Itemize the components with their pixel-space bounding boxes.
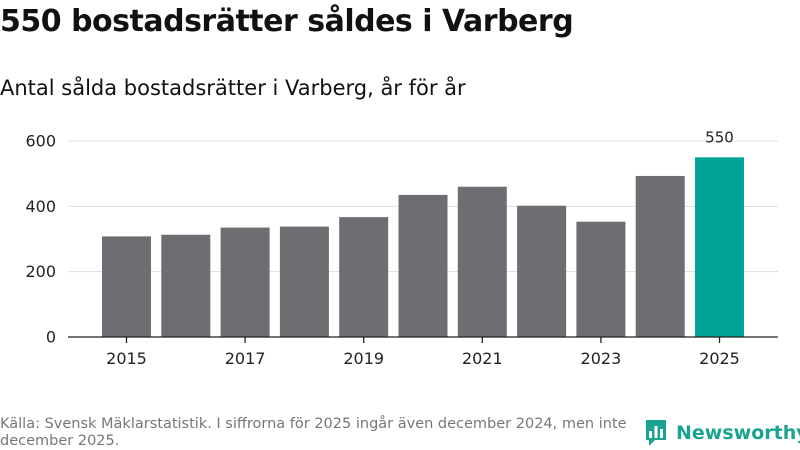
x-tick-label-2021: 2021 [462,349,503,368]
y-tick-label-200: 200 [25,262,56,281]
chart-title: 550 bostadsrätter såldes i Varberg [0,4,574,39]
bar-chart-icon [646,420,666,446]
bar-2022 [517,205,567,337]
source-note: Källa: Svensk Mäklarstatistik. I siffror… [0,416,627,449]
chart-subtitle: Antal sålda bostadsrätter i Varberg, år … [0,76,466,100]
bar-2018 [279,226,329,337]
bar-2025 [695,157,744,337]
y-tick-label-600: 600 [25,132,56,151]
brand-name: Newsworthy [676,422,800,444]
bar-2016 [161,234,211,337]
bar-2024 [635,175,685,337]
data-label-2025: 550 [705,128,734,146]
bar-2017 [220,227,270,337]
y-tick-label-400: 400 [25,197,56,216]
y-tick-label-0: 0 [46,328,56,347]
x-tick-label-2015: 2015 [106,349,147,368]
x-tick-label-2017: 2017 [225,349,266,368]
bar-2015 [102,236,151,337]
bar-chart: 0 200 400 600 550 2015 2017 2019 2021 2023 2025 [25,128,778,368]
x-tick-label-2023: 2023 [581,349,622,368]
bar-2019 [339,217,389,337]
bar-2021 [457,186,507,337]
x-tick-label-2019: 2019 [343,349,384,368]
x-tick-label-2025: 2025 [699,349,740,368]
bar-2023 [576,221,626,337]
bar-2020 [398,194,448,337]
brand-logo[interactable]: Newsworthy [644,418,800,448]
